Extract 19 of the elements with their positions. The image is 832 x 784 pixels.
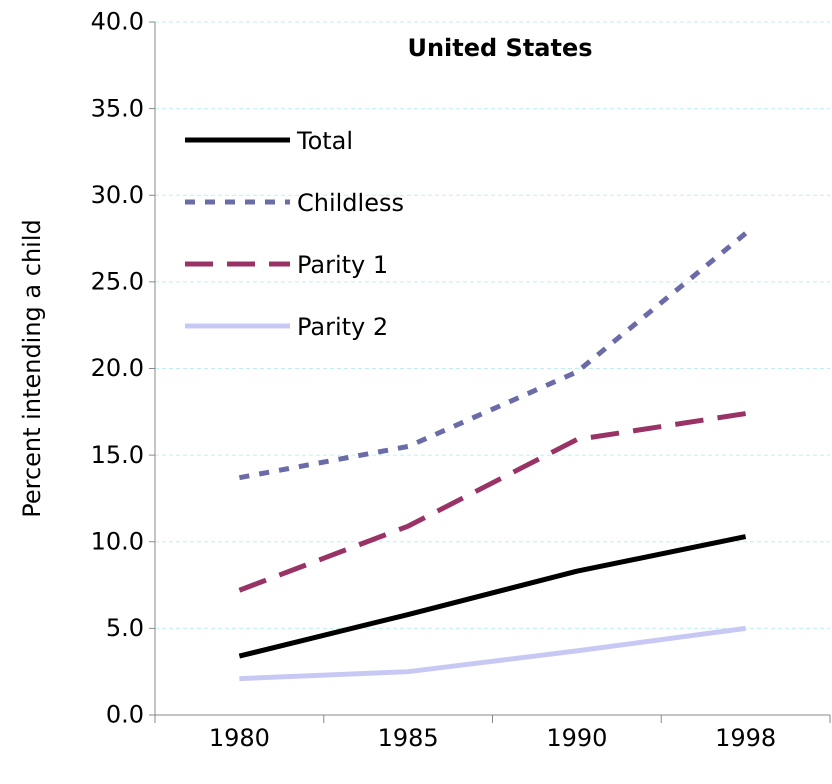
y-tick-label: 15.0: [90, 440, 144, 469]
y-tick-label: 5.0: [106, 614, 144, 642]
y-tick-label: 25.0: [90, 268, 144, 296]
legend-label: Total: [296, 127, 354, 155]
y-tick-label: 20.0: [90, 354, 144, 382]
y-tick-label: 40.0: [90, 8, 144, 36]
y-tick-label: 30.0: [90, 180, 144, 209]
x-tick-label: 1985: [378, 724, 439, 752]
legend-label: Parity 1: [297, 251, 388, 279]
legend-label: Childless: [297, 189, 404, 217]
y-axis-title: Percent intending a child: [18, 219, 46, 518]
x-tick-label: 1990: [546, 724, 608, 752]
x-tick-label: 1998: [715, 724, 776, 752]
y-tick-label: 35.0: [90, 94, 144, 122]
y-tick-label: 10.0: [90, 527, 144, 556]
y-tick-label: 0.0: [106, 700, 144, 729]
text: United States: [407, 34, 593, 62]
x-tick-label: 1980: [208, 724, 270, 752]
legend-label: Parity 2: [297, 313, 388, 341]
